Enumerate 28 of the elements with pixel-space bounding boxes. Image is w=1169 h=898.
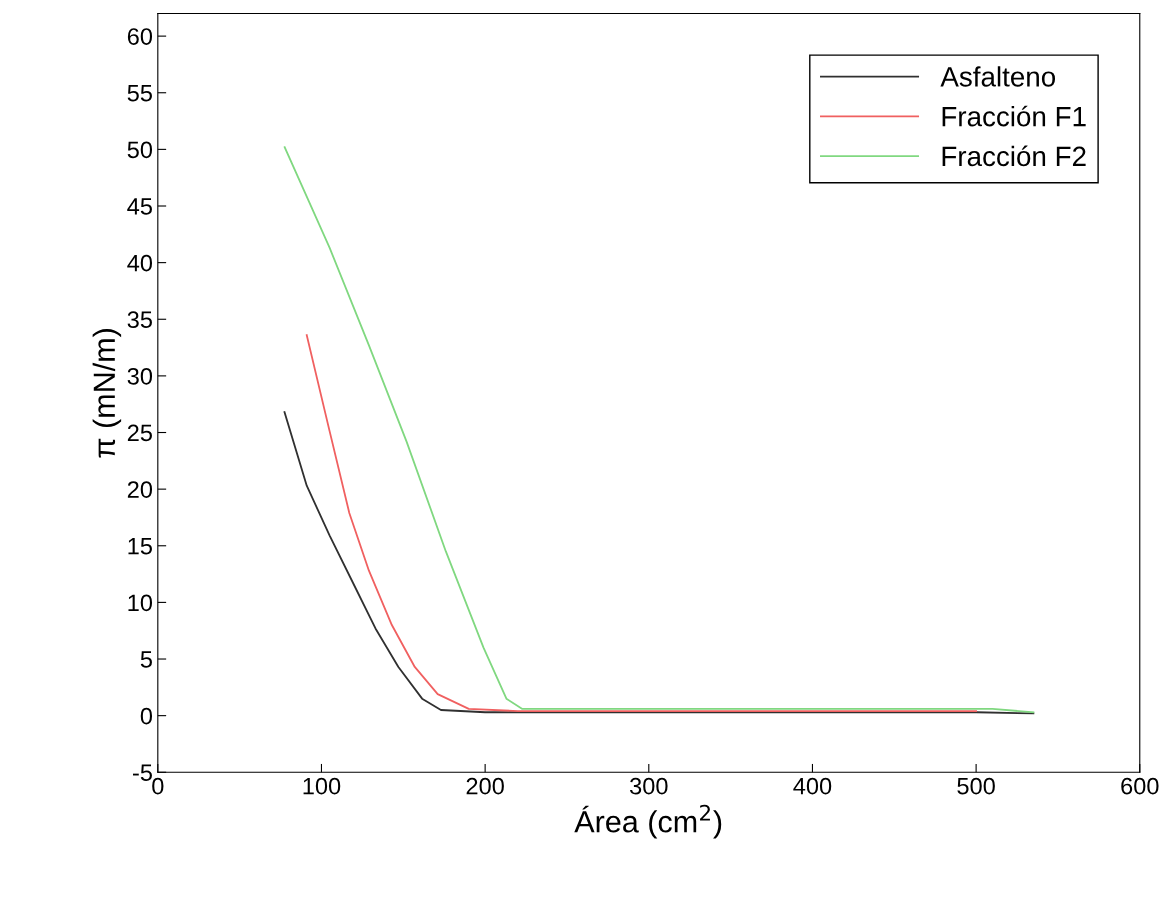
y-tick-label: 5 [140,651,152,668]
y-tick-label: 15 [128,538,152,555]
x-axis-title: Área (cm$^{2}$) [574,804,722,839]
line-series [283,411,1035,715]
x-tick-label: 200 [466,777,504,795]
y-tick-label: 10 [128,594,153,612]
y-axis-title: π (mN/m) [92,329,122,458]
y-tick-label: 45 [127,198,152,215]
y-tick-label: -5 [133,764,152,782]
y-tick-label: 20 [127,481,153,498]
y-tick-label: 35 [127,311,152,329]
x-tick-label: 300 [630,777,668,795]
y-tick-label: 30 [127,367,153,385]
y-tick-label: 60 [127,28,153,45]
x-tick-label: 100 [303,777,341,795]
y-tick-label: 50 [127,141,153,159]
x-tick-label: 400 [793,777,832,795]
x-tick-label: 500 [957,777,995,795]
legend-label: Fracción F1 [942,105,1086,127]
y-tick-label: 0 [140,707,153,725]
y-tick-label: 25 [127,424,152,442]
legend-label: Asfalteno [940,66,1056,87]
y-tick-label: 40 [127,254,153,272]
line-series [305,334,978,713]
x-tick-label: 0 [152,777,164,795]
y-tick-label: 55 [127,85,152,102]
x-tick-label: 600 [1121,777,1159,795]
legend-label: Fracción F2 [942,145,1086,167]
